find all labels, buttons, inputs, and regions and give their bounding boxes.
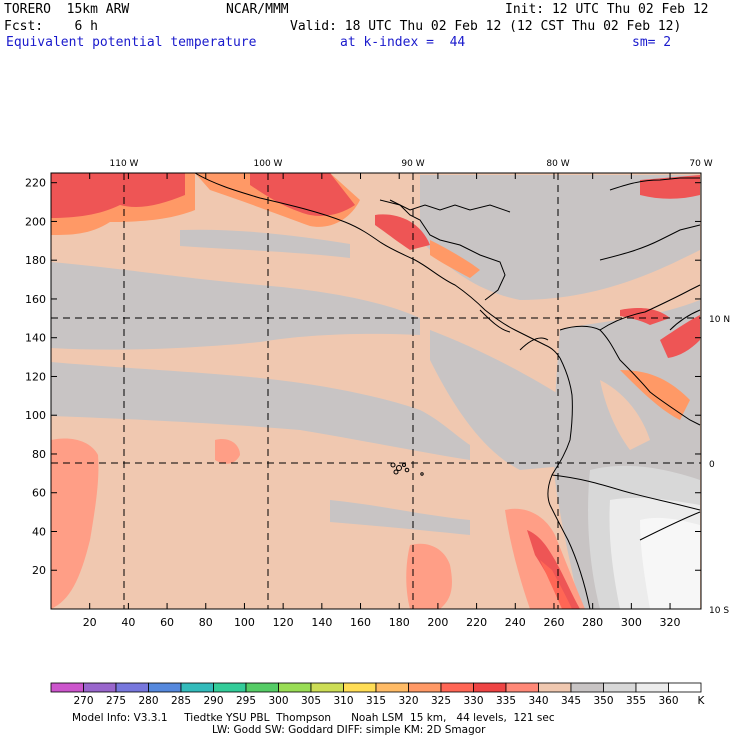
x-tick-label: 20 [83,616,97,629]
y-tick-label: 180 [25,254,46,267]
colorbar-label: 330 [463,695,483,707]
colorbar-label: 290 [203,695,223,707]
x-tick-label: 40 [121,616,135,629]
colorbar-swatch [83,682,117,693]
x-tick-label: 220 [466,616,487,629]
colorbar-label: 320 [398,695,418,707]
colorbar-swatch [148,682,182,693]
colorbar-swatch [310,682,344,693]
colorbar-swatch [538,682,572,693]
y-tick-label: 220 [25,177,46,190]
x-tick-label: 260 [543,616,564,629]
y-tick-label: 40 [32,525,46,538]
x-tick-label: 60 [160,616,174,629]
colorbar: 270 275 280 285 290 295 300 305 310 315 320 325 330 3… [50,682,706,707]
center-name: NCAR/MMM [226,2,289,17]
y-tick-label: 100 [25,409,46,422]
colorbar-label: 295 [236,695,256,707]
colorbar-label: 310 [333,695,353,707]
physics-info: LW: Godd SW: Goddard DIFF: simple KM: 2D… [212,724,486,736]
colorbar-swatch [408,682,442,693]
colorbar-label: 270 [73,695,93,707]
x-tick-label: 160 [350,616,371,629]
colorbar-label: 345 [561,695,581,707]
colorbar-label: 335 [496,695,516,707]
y-axis: 20 40 60 80 100 120 140 160 180 200 220 [25,177,701,577]
x-tick-label: 140 [311,616,332,629]
y-tick-label: 20 [32,564,46,577]
x-tick-label: 100 [234,616,255,629]
longitude-label: 70 W [689,159,712,169]
x-tick-label: 240 [505,616,526,629]
latitude-label: 0 [709,460,715,470]
colorbar-label: 355 [626,695,646,707]
coastlines [194,173,701,609]
colorbar-swatch [473,682,507,693]
forecast-hour: Fcst: 6 h [4,19,98,34]
colorbar-swatch [278,682,312,693]
colorbar-swatch [115,682,149,693]
colorbar-label: 325 [431,695,451,707]
colorbar-label: 300 [268,695,288,707]
colorbar-swatch [245,682,279,693]
colorbar-unit: K [698,695,706,707]
colorbar-label: 275 [106,695,126,707]
smoothing-info: sm= 2 [632,35,672,50]
colorbar-swatch [343,682,377,693]
longitude-label: 110 W [110,159,139,169]
valid-time: Valid: 18 UTC Thu 02 Feb 12 (12 CST Thu … [290,19,682,34]
colorbar-label: 315 [366,695,386,707]
colorbar-swatch [440,682,474,693]
colorbar-label: 360 [658,695,678,707]
x-axis: 20 40 60 80 100 120 140 160 180 200 220 240 260 280 30… [83,173,681,629]
colorbar-label: 305 [301,695,321,707]
longitude-label: 90 W [401,159,424,169]
galapagos-islands [390,462,424,476]
model-name: TORERO 15km ARW [4,2,130,17]
colorbar-swatch [603,682,637,693]
y-tick-label: 160 [25,293,46,306]
longitude-labels: 110 W 100 W 90 W 80 W 70 W [110,159,713,169]
colorbar-label: 280 [138,695,158,707]
y-tick-label: 60 [32,487,46,500]
x-tick-label: 120 [273,616,294,629]
colorbar-swatch [570,682,604,693]
graticule [51,173,701,609]
latitude-labels: 10 N 0 10 S [709,315,730,616]
colorbar-swatch [635,682,669,693]
y-tick-label: 140 [25,332,46,345]
y-tick-label: 80 [32,448,46,461]
init-time: Init: 12 UTC Thu 02 Feb 12 [505,2,709,17]
x-tick-label: 180 [389,616,410,629]
colorbar-label: 350 [593,695,613,707]
colorbar-label: 285 [171,695,191,707]
x-tick-label: 280 [582,616,603,629]
colorbar-swatch [50,682,84,693]
theta-e-field [51,173,701,609]
colorbar-label: 340 [528,695,548,707]
longitude-label: 100 W [254,159,283,169]
colorbar-swatch [505,682,539,693]
map-frame [50,172,702,610]
x-tick-label: 200 [427,616,448,629]
x-tick-label: 320 [660,616,681,629]
x-tick-label: 300 [621,616,642,629]
latitude-label: 10 N [709,315,730,325]
level-info: at k-index = 44 [340,35,466,50]
colorbar-swatch [213,682,247,693]
x-tick-label: 80 [199,616,213,629]
model-info: Model Info: V3.3.1 Tiedtke YSU PBL Thomp… [72,712,555,724]
colorbar-swatch [375,682,409,693]
colorbar-swatch [180,682,214,693]
longitude-label: 80 W [546,159,569,169]
y-tick-label: 120 [25,370,46,383]
y-tick-label: 200 [25,215,46,228]
field-name: Equivalent potential temperature [6,35,257,50]
latitude-label: 10 S [709,606,729,616]
colorbar-swatch [668,682,702,693]
